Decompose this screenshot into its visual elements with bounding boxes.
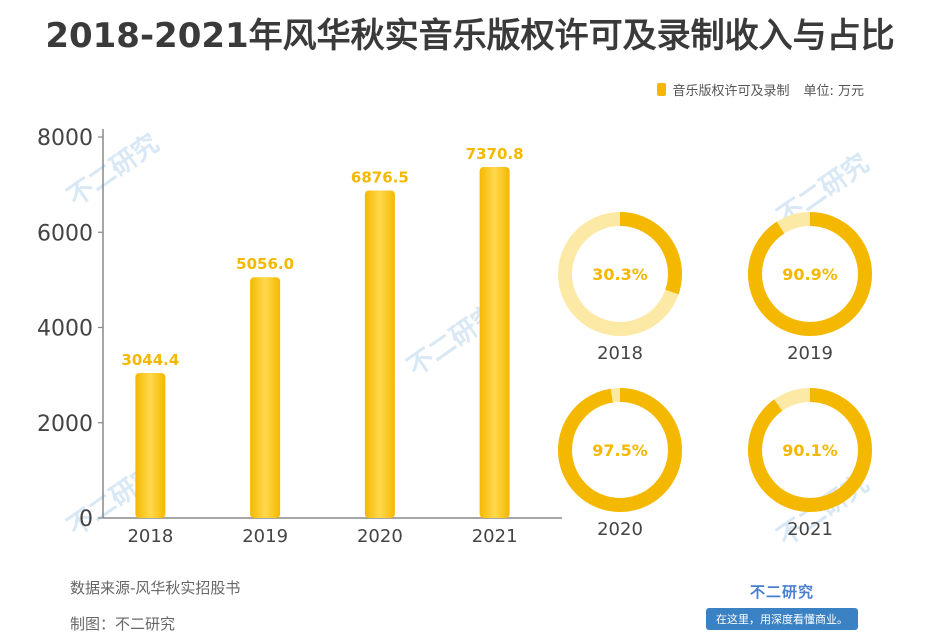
bar [364, 190, 395, 518]
bar-value-label: 6876.5 [351, 169, 409, 187]
legend: 音乐版权许可及录制 单位: 万元 [657, 80, 864, 99]
y-tick-label: 4000 [37, 317, 93, 342]
donut-percent-label: 90.1% [782, 441, 838, 460]
unit-label: 单位: 万元 [803, 84, 864, 99]
donut-percent-label: 30.3% [592, 265, 648, 284]
y-tick-label: 8000 [37, 126, 93, 151]
brand-name: 不二研究 [749, 583, 814, 601]
legend-series-label: 音乐版权许可及录制 [672, 84, 790, 99]
donut-year-label: 2018 [597, 343, 643, 364]
brand-logo: 不二研究 在这里，用深度看懂商业。 [702, 581, 862, 630]
bar-value-label: 7370.8 [466, 145, 524, 163]
donut-slice [748, 212, 872, 336]
legend-swatch [657, 83, 667, 96]
donut-slice [558, 388, 682, 512]
credit-note: 制图：不二研究 [70, 615, 176, 633]
x-tick-label: 2021 [472, 526, 518, 547]
source-note: 数据来源-风华秋实招股书 [70, 579, 241, 597]
bar-value-label: 5056.0 [236, 255, 294, 273]
x-tick-label: 2020 [357, 526, 403, 547]
donut-slice [558, 212, 682, 336]
bar [250, 277, 281, 518]
y-tick-label: 6000 [37, 221, 93, 246]
x-tick-label: 2018 [127, 526, 173, 547]
y-tick-label: 0 [79, 507, 93, 532]
donut-year-label: 2020 [597, 519, 643, 540]
y-tick-label: 2000 [37, 412, 93, 437]
bar [479, 166, 510, 519]
bar-value-label: 3044.4 [121, 351, 179, 369]
chart-title: 2018-2021年风华秋实音乐版权许可及录制收入与占比 [45, 16, 895, 56]
brand-slogan: 在这里，用深度看懂商业。 [706, 608, 858, 630]
x-tick-label: 2019 [242, 526, 288, 547]
bar [135, 373, 166, 518]
donut-year-label: 2019 [787, 343, 833, 364]
donut-year-label: 2021 [787, 519, 833, 540]
donut-percent-label: 97.5% [592, 441, 648, 460]
donut-percent-label: 90.9% [782, 265, 838, 284]
donut-slice [748, 388, 872, 512]
